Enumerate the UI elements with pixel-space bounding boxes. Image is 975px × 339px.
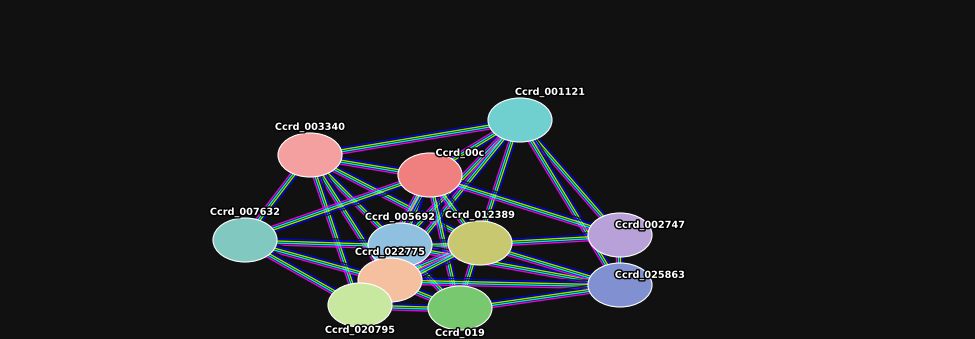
Text: Ccrd_022775: Ccrd_022775 xyxy=(355,247,425,257)
Text: Ccrd_002747: Ccrd_002747 xyxy=(615,220,685,230)
Ellipse shape xyxy=(398,153,462,197)
Ellipse shape xyxy=(358,258,422,302)
Ellipse shape xyxy=(588,213,652,257)
Text: Ccrd_005692: Ccrd_005692 xyxy=(365,212,435,222)
Text: Ccrd_001121: Ccrd_001121 xyxy=(515,87,585,97)
Text: Ccrd_012389: Ccrd_012389 xyxy=(445,210,515,220)
Ellipse shape xyxy=(488,98,552,142)
Ellipse shape xyxy=(588,263,652,307)
Ellipse shape xyxy=(448,221,512,265)
Ellipse shape xyxy=(368,223,432,267)
Text: Ccrd_007632: Ccrd_007632 xyxy=(210,207,280,217)
Ellipse shape xyxy=(278,133,342,177)
Text: Ccrd_020795: Ccrd_020795 xyxy=(325,325,395,335)
Text: Ccrd_025863: Ccrd_025863 xyxy=(615,270,685,280)
Ellipse shape xyxy=(328,283,392,327)
Ellipse shape xyxy=(428,286,492,330)
Text: Ccrd_00c: Ccrd_00c xyxy=(436,148,485,158)
Text: Ccrd_003340: Ccrd_003340 xyxy=(275,122,345,132)
Ellipse shape xyxy=(213,218,277,262)
Text: Ccrd_019: Ccrd_019 xyxy=(435,328,485,338)
